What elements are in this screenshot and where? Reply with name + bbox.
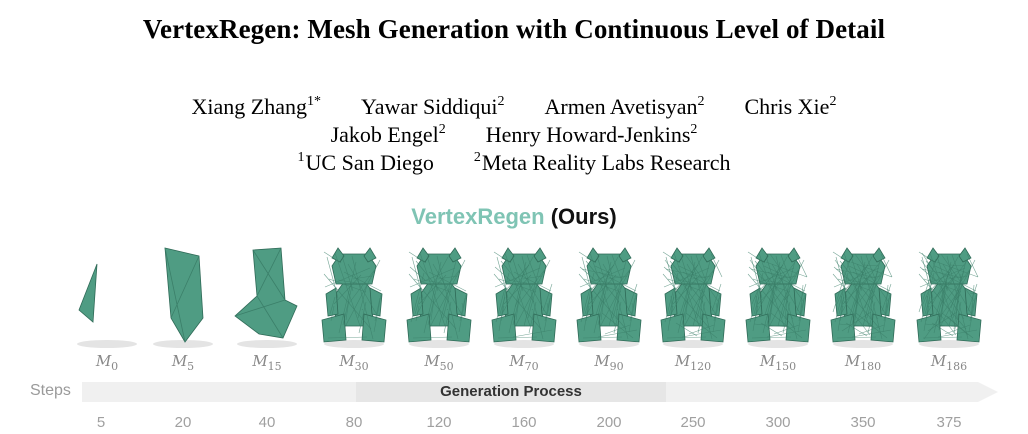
step-tick: 350 <box>850 414 876 431</box>
mesh-sequence <box>0 236 1028 351</box>
mesh-shape <box>153 247 213 348</box>
author-sup: 1* <box>307 94 322 109</box>
mesh-shape <box>745 247 811 348</box>
mesh-illustrations <box>77 247 982 348</box>
step-tick: 5 <box>96 414 106 431</box>
method-heading: VertexRegen (Ours) <box>0 204 1028 230</box>
method-name: VertexRegen <box>411 204 545 229</box>
mesh-label: M70 <box>509 352 539 373</box>
affiliation-name: Meta Reality Labs Research <box>481 150 731 175</box>
author-sup: 2 <box>497 94 505 109</box>
mesh-label: M150 <box>759 352 797 373</box>
mesh-shape <box>916 247 982 348</box>
step-tick: 375 <box>936 414 962 431</box>
mesh-labels: M0 M5 M15 M30 M50 M70 M90 M120 M150 M180 M186 <box>0 352 1028 376</box>
author-name: Chris Xie <box>744 94 830 119</box>
author-sup: 2 <box>697 94 705 109</box>
affiliation-sup: 1 <box>297 150 305 165</box>
mesh-shape <box>77 263 137 348</box>
generation-arrow <box>82 382 998 402</box>
mesh-label: M15 <box>252 352 282 373</box>
mesh-shape <box>234 247 298 348</box>
mesh-label: M120 <box>674 352 712 373</box>
author-line-2: Jakob Engel2 Henry Howard-Jenkins2 <box>0 122 1028 148</box>
step-tick: 250 <box>680 414 706 431</box>
author-name: Henry Howard-Jenkins <box>485 122 691 147</box>
affiliation-sup: 2 <box>473 150 481 165</box>
mesh-label: M30 <box>339 352 369 373</box>
author-name: Xiang Zhang <box>191 94 308 119</box>
step-tick: 160 <box>511 414 537 431</box>
author-name: Yawar Siddiqui <box>361 94 498 119</box>
mesh-label: M50 <box>424 352 454 373</box>
mesh-shape <box>321 247 387 348</box>
step-tick: 300 <box>765 414 791 431</box>
mesh-shape <box>406 247 472 348</box>
step-ticks: 5 20 40 80 120 160 200 250 300 350 375 <box>0 414 1028 434</box>
step-tick: 20 <box>174 414 192 431</box>
author-sup: 2 <box>690 122 698 137</box>
author-name: Armen Avetisyan <box>544 94 698 119</box>
steps-axis-label: Steps <box>30 382 71 399</box>
step-tick: 200 <box>596 414 622 431</box>
mesh-label: M180 <box>844 352 882 373</box>
process-band <box>356 382 666 402</box>
mesh-shape <box>576 247 642 348</box>
step-tick: 120 <box>426 414 452 431</box>
affiliation-name: UC San Diego <box>305 150 434 175</box>
generation-process-label: Generation Process <box>440 383 582 400</box>
mesh-shape <box>660 247 726 348</box>
mesh-shape <box>491 247 557 348</box>
mesh-shape <box>830 247 896 348</box>
mesh-label: M0 <box>95 352 119 373</box>
step-tick: 80 <box>345 414 363 431</box>
method-suffix: (Ours) <box>550 204 617 229</box>
paper-title: VertexRegen: Mesh Generation with Contin… <box>142 14 886 44</box>
author-name: Jakob Engel <box>330 122 439 147</box>
mesh-label: M5 <box>171 352 195 373</box>
mesh-label: M186 <box>930 352 968 373</box>
step-tick: 40 <box>258 414 276 431</box>
author-sup: 2 <box>438 122 446 137</box>
affiliation-line: 1UC San Diego 2Meta Reality Labs Research <box>0 150 1028 176</box>
author-sup: 2 <box>829 94 837 109</box>
author-line-1: Xiang Zhang1* Yawar Siddiqui2 Armen Avetis… <box>0 94 1028 120</box>
mesh-label: M90 <box>594 352 624 373</box>
